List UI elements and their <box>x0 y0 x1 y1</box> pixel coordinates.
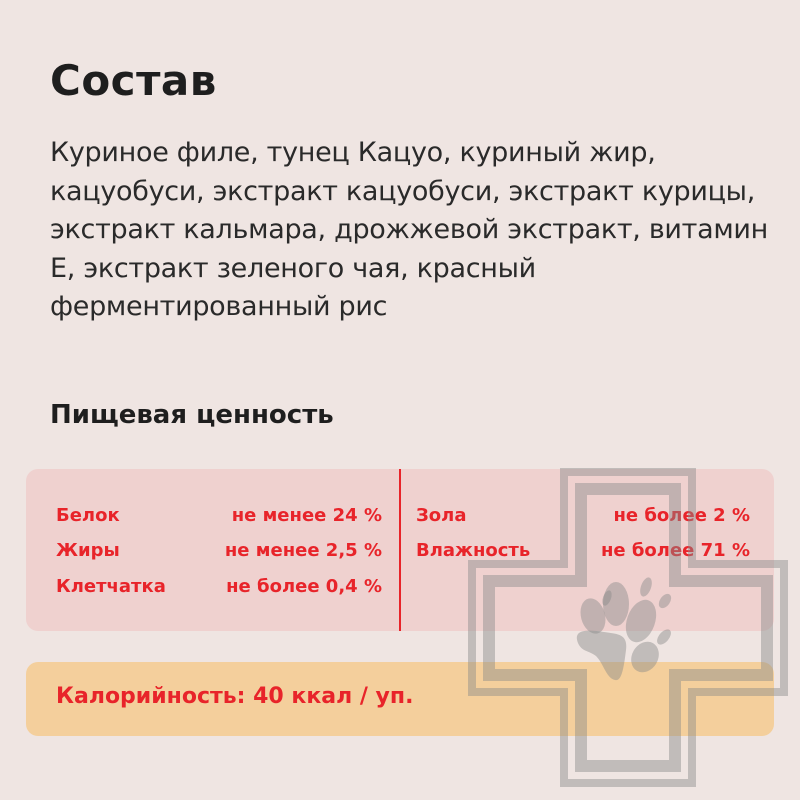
nutrient-name: Клетчатка <box>56 576 166 597</box>
nutrition-row: Клетчатка не более 0,4 % <box>56 576 382 597</box>
nutrient-value: не менее 24 % <box>231 505 382 526</box>
nutrition-row: Зола не более 2 % <box>416 505 750 526</box>
page-title: Состав <box>50 56 217 105</box>
nutrient-value: не менее 2,5 % <box>224 540 382 561</box>
nutrition-title: Пищевая ценность <box>50 400 334 430</box>
nutrient-name: Зола <box>416 505 467 526</box>
nutrient-value: не более 2 % <box>613 505 750 526</box>
nutrient-name: Влажность <box>416 540 531 561</box>
composition-text: Куриное филе, тунец Кацуо, куриный жир, … <box>50 137 769 322</box>
nutrition-row: Влажность не более 71 % <box>416 540 750 561</box>
nutrient-value: не более 0,4 % <box>226 576 382 597</box>
divider <box>399 469 401 631</box>
nutrient-name: Белок <box>56 505 120 526</box>
calorie-text: Калорийность: 40 ккал / уп. <box>56 684 414 709</box>
nutrient-value: не более 71 % <box>600 540 750 561</box>
nutrition-row: Белок не менее 24 % <box>56 505 382 526</box>
nutrition-row: Жиры не менее 2,5 % <box>56 540 382 561</box>
nutrient-name: Жиры <box>56 540 120 561</box>
calorie-box <box>26 662 774 736</box>
